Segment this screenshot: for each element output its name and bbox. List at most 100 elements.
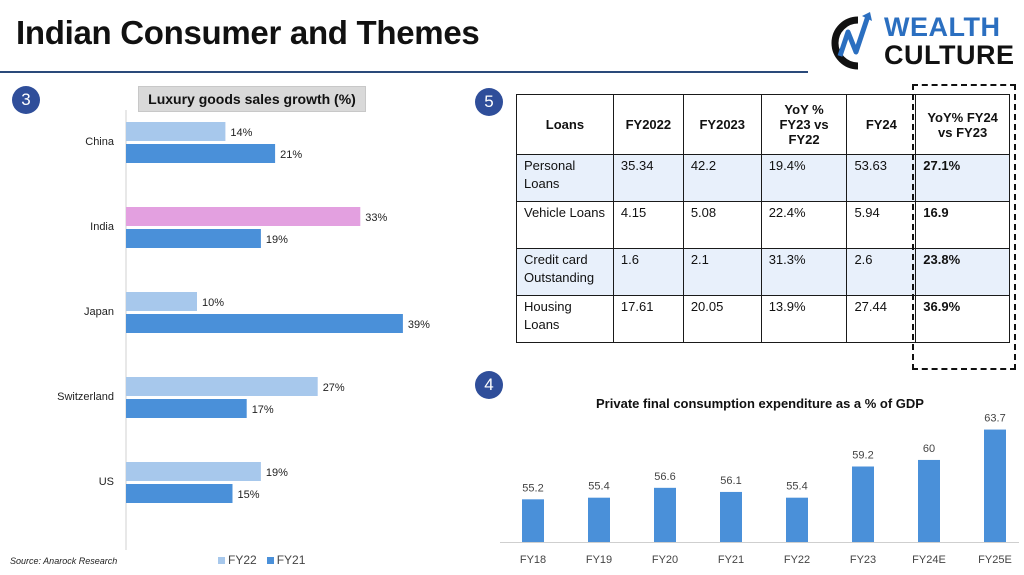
- chart-legend: FY22 FY21: [218, 553, 305, 567]
- gdp-bar: [654, 487, 676, 542]
- hbar-value-label: 10%: [202, 297, 224, 309]
- table-cell: 19.4%: [760, 154, 848, 202]
- section-badge-loans: 5: [475, 88, 503, 116]
- hbar-category-label: Japan: [84, 306, 114, 318]
- logo-text-line2: CULTURE: [884, 40, 1015, 70]
- gdp-category-label: FY22: [784, 554, 810, 566]
- gdp-value-label: 56.1: [720, 475, 741, 487]
- gdp-value-label: 56.6: [654, 471, 675, 483]
- table-cell: 5.08: [682, 201, 762, 249]
- table-cell: 27.44: [846, 295, 917, 343]
- table-cell: 5.94: [846, 201, 917, 249]
- luxury-growth-bar-chart: China 14% 21% India 33% 19% Japan 10% 39% Switzer…: [57, 110, 430, 550]
- hbar-value-label: 19%: [266, 467, 288, 479]
- hbar-value-label: 14%: [230, 127, 252, 139]
- source-note: Source: Anarock Research: [10, 556, 118, 566]
- hbar-fy22-bar: [126, 377, 318, 396]
- hbar-fy22-bar: [126, 122, 226, 141]
- hbar-value-label: 33%: [365, 212, 387, 224]
- gdp-value-label: 55.2: [522, 482, 543, 494]
- table-cell: 27.1%: [915, 154, 1010, 202]
- hbar-value-label: 39%: [408, 319, 430, 331]
- gdp-consumption-bar-chart: 55.2 FY18 55.4 FY19 56.6 FY20 56.1 FY21 55.4 FY22…: [520, 413, 1012, 566]
- table-cell: 13.9%: [760, 295, 848, 343]
- gdp-bar: [720, 491, 742, 542]
- gdp-value-label: 63.7: [984, 413, 1005, 425]
- table-cell: 20.05: [682, 295, 762, 343]
- table-cell: 31.3%: [760, 248, 848, 296]
- hbar-fy22-bar: [126, 207, 361, 226]
- table-header-row: Loans FY2022 FY2023 YoY % FY23 vs FY22 F…: [516, 94, 1010, 155]
- table-cell: Housing Loans: [516, 295, 614, 343]
- gdp-category-label: FY24E: [912, 554, 946, 566]
- gdp-chart-axis: [500, 542, 1019, 543]
- section-badge-luxury: 3: [12, 86, 40, 114]
- gdp-bar: [852, 466, 874, 542]
- table-cell: 17.61: [612, 295, 684, 343]
- gdp-bar: [918, 459, 940, 542]
- luxury-chart-title: Luxury goods sales growth (%): [138, 86, 366, 112]
- table-cell: 23.8%: [915, 248, 1010, 296]
- hbar-category-label: China: [85, 136, 115, 148]
- hbar-value-label: 19%: [266, 234, 288, 246]
- gdp-bar: [984, 429, 1006, 542]
- header-loans: Loans: [516, 94, 614, 155]
- table-cell: 35.34: [612, 154, 684, 202]
- highlight-dashed-box: [912, 84, 1016, 370]
- hbar-fy22-bar: [126, 462, 261, 481]
- gdp-category-label: FY18: [520, 554, 546, 566]
- table-row: Housing Loans 17.61 20.05 13.9% 27.44 36…: [516, 295, 1010, 343]
- gdp-value-label: 59.2: [852, 449, 873, 461]
- table-cell: 16.9: [915, 201, 1010, 249]
- gdp-bar: [786, 497, 808, 542]
- legend-label-fy21: FY21: [276, 553, 306, 567]
- table-cell: 22.4%: [760, 201, 848, 249]
- hbar-category-label: US: [99, 476, 114, 488]
- hbar-fy21-bar: [126, 229, 261, 248]
- table-cell: 4.15: [612, 201, 684, 249]
- table-row: Personal Loans 35.34 42.2 19.4% 53.63 27…: [516, 154, 1010, 202]
- table-cell: Vehicle Loans: [516, 201, 614, 249]
- hbar-fy22-bar: [126, 292, 197, 311]
- wealth-culture-logo: WEALTH CULTURE: [828, 8, 1015, 74]
- gdp-value-label: 55.4: [588, 481, 609, 493]
- hbar-value-label: 17%: [252, 404, 274, 416]
- table-cell: 2.6: [846, 248, 917, 296]
- legend-item-fy21: FY21: [266, 553, 306, 567]
- gdp-category-label: FY23: [850, 554, 876, 566]
- gdp-category-label: FY21: [718, 554, 744, 566]
- title-divider: [0, 71, 808, 73]
- table-row: Credit card Outstanding 1.6 2.1 31.3% 2.…: [516, 248, 1010, 296]
- gdp-category-label: FY25E: [978, 554, 1012, 566]
- hbar-fy21-bar: [126, 314, 403, 333]
- header-fy2023: FY2023: [682, 94, 762, 155]
- hbar-value-label: 15%: [238, 489, 260, 501]
- legend-swatch-fy22: [218, 556, 225, 564]
- gdp-category-label: FY20: [652, 554, 678, 566]
- gdp-bar: [588, 497, 610, 542]
- table-cell: 1.6: [612, 248, 684, 296]
- hbar-category-label: Switzerland: [57, 391, 114, 403]
- page-title: Indian Consumer and Themes: [16, 14, 480, 51]
- hbar-category-label: India: [90, 221, 115, 233]
- gdp-value-label: 60: [923, 443, 935, 455]
- header-yoy-fy23: YoY % FY23 vs FY22: [760, 94, 848, 155]
- gdp-bar: [522, 499, 544, 542]
- legend-swatch-fy21: [266, 556, 274, 564]
- table-cell: 53.63: [846, 154, 917, 202]
- header-fy2022: FY2022: [612, 94, 684, 155]
- loans-table: Loans FY2022 FY2023 YoY % FY23 vs FY22 F…: [516, 94, 1010, 343]
- gdp-chart-title: Private final consumption expenditure as…: [596, 396, 924, 411]
- hbar-value-label: 27%: [323, 382, 345, 394]
- table-cell: 36.9%: [915, 295, 1010, 343]
- hbar-fy21-bar: [126, 399, 247, 418]
- hbar-value-label: 21%: [280, 149, 302, 161]
- header-fy24: FY24: [846, 94, 917, 155]
- gdp-category-label: FY19: [586, 554, 612, 566]
- table-cell: Credit card Outstanding: [516, 248, 614, 296]
- legend-label-fy22: FY22: [228, 553, 257, 567]
- gdp-value-label: 55.4: [786, 481, 807, 493]
- legend-item-fy22: FY22: [218, 553, 257, 567]
- logo-text-line1: WEALTH: [884, 12, 1001, 42]
- logo-mark-icon: [831, 12, 872, 70]
